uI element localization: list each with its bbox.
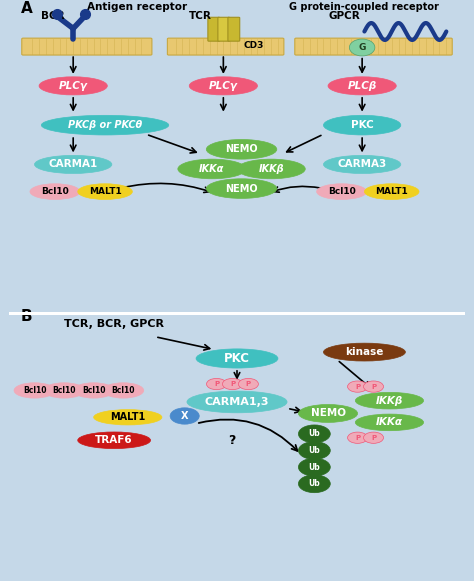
FancyBboxPatch shape [22,38,152,55]
Text: X: X [181,411,189,421]
Ellipse shape [78,432,151,449]
Text: PKC: PKC [351,120,374,130]
Text: B: B [21,310,33,324]
Ellipse shape [41,116,169,135]
Text: MALT1: MALT1 [89,187,121,196]
Text: A: A [21,1,33,16]
Ellipse shape [323,343,405,361]
Text: CARMA1,3: CARMA1,3 [205,397,269,407]
Circle shape [207,378,227,390]
Ellipse shape [35,155,112,174]
Text: NEMO: NEMO [225,144,258,155]
Text: MALT1: MALT1 [110,413,146,422]
Text: P: P [355,383,360,390]
Ellipse shape [187,391,287,413]
Text: Bcl10: Bcl10 [328,187,356,196]
Ellipse shape [365,184,419,199]
Text: P: P [355,435,360,441]
Text: TCR: TCR [189,12,212,21]
Text: IKKβ: IKKβ [376,396,403,406]
Ellipse shape [356,392,424,409]
Ellipse shape [299,404,357,422]
Text: ?: ? [228,434,235,447]
Ellipse shape [14,383,55,398]
Circle shape [299,475,330,493]
Text: PLCβ: PLCβ [347,81,377,91]
FancyBboxPatch shape [218,17,230,41]
Ellipse shape [44,383,84,398]
Circle shape [222,378,243,390]
Text: IKKα: IKKα [376,417,403,428]
Text: PKCβ or PKCθ: PKCβ or PKCθ [68,120,142,130]
Text: NEMO: NEMO [225,184,258,193]
Text: IKKβ: IKKβ [258,164,284,174]
Text: Ub: Ub [309,462,320,472]
Circle shape [299,458,330,476]
Circle shape [238,378,258,390]
FancyBboxPatch shape [295,38,452,55]
Ellipse shape [78,184,132,199]
Ellipse shape [356,414,424,431]
Ellipse shape [206,179,277,198]
Ellipse shape [189,77,257,95]
Circle shape [349,39,375,56]
FancyBboxPatch shape [208,17,220,41]
Ellipse shape [39,77,107,95]
Circle shape [170,408,199,424]
Text: BCR: BCR [41,12,65,21]
Circle shape [299,442,330,460]
Text: PLCγ: PLCγ [209,81,238,91]
Circle shape [347,381,368,392]
Text: G: G [358,43,366,52]
Ellipse shape [237,159,305,179]
Ellipse shape [73,383,114,398]
Text: kinase: kinase [345,347,383,357]
Text: GPCR: GPCR [328,12,360,21]
Circle shape [364,432,383,443]
Ellipse shape [30,184,80,199]
Text: TRAF6: TRAF6 [95,435,133,445]
Text: Ub: Ub [309,446,320,455]
Text: CARMA1: CARMA1 [48,159,98,170]
Text: TCR, BCR, GPCR: TCR, BCR, GPCR [64,318,164,328]
FancyBboxPatch shape [228,17,240,41]
Text: CARMA3: CARMA3 [337,159,387,170]
Text: Bcl10: Bcl10 [41,187,69,196]
Text: Bcl10: Bcl10 [23,386,46,395]
Text: NEMO: NEMO [310,408,346,418]
Text: PLCγ: PLCγ [59,81,88,91]
Ellipse shape [323,155,401,174]
Circle shape [299,425,330,443]
Circle shape [347,432,368,443]
Text: Bcl10: Bcl10 [52,386,76,395]
Text: Ub: Ub [309,429,320,439]
Text: Antigen receptor: Antigen receptor [87,2,187,12]
Ellipse shape [94,410,162,425]
Ellipse shape [317,184,367,199]
Text: CD3: CD3 [244,41,264,50]
Circle shape [364,381,383,392]
FancyBboxPatch shape [167,38,284,55]
Text: MALT1: MALT1 [375,187,408,196]
Text: P: P [230,381,235,387]
Text: P: P [246,381,251,387]
Text: PKC: PKC [224,352,250,365]
Ellipse shape [206,139,277,159]
Text: Bcl10: Bcl10 [111,386,135,395]
Ellipse shape [196,349,278,368]
Text: Bcl10: Bcl10 [82,386,105,395]
Text: IKKα: IKKα [199,164,225,174]
Ellipse shape [328,77,396,95]
Ellipse shape [323,116,401,135]
Text: P: P [371,435,376,441]
Text: P: P [371,383,376,390]
Ellipse shape [103,383,144,398]
Text: G protein-coupled receptor: G protein-coupled receptor [290,2,439,12]
Text: P: P [214,381,219,387]
Ellipse shape [178,159,246,179]
Text: Ub: Ub [309,479,320,488]
